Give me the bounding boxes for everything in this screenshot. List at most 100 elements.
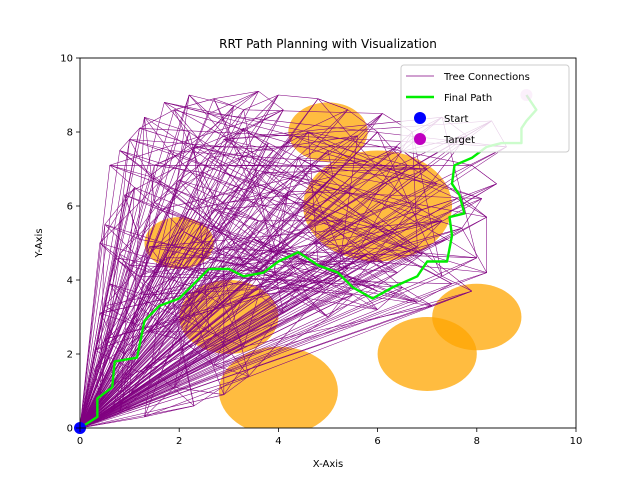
tree-edge-385 [213,346,244,366]
tree-edge-411 [119,187,135,414]
tree-edge-39 [80,224,106,428]
tree-edge-363 [109,261,269,414]
tree-edge-478 [213,91,259,99]
tree-edge-234 [258,294,284,314]
tree-edge-451 [437,183,482,199]
tree-edge-404 [164,257,195,406]
x-tick-label-2: 4 [275,436,281,447]
tree-edge-185 [471,165,497,185]
tree-edge-237 [258,287,324,296]
tree-edge-416 [149,246,205,259]
tree-edge-239 [80,305,225,428]
tree-edge-439 [303,202,453,284]
legend-label-target: Target [443,135,475,146]
tree-edge-436 [203,172,418,303]
tree-edge-486 [119,128,140,151]
tree-edge-279 [308,131,388,185]
tree-edge-403 [80,405,195,428]
tree-edge-195 [407,202,487,218]
tree-edge-320 [263,168,428,173]
tree-connections [80,91,507,428]
legend-swatch-start [414,112,426,124]
tree-edge-380 [193,146,210,332]
tree-edge-399 [144,387,175,418]
tree-edge-502 [159,142,269,377]
tree-edge-438 [80,283,453,428]
tree-edge-335 [178,135,294,340]
tree-edge-448 [461,198,482,229]
tree-edge-189 [456,183,497,199]
tree-edge-525 [342,250,383,262]
tree-edge-522 [80,261,383,428]
tree-edge-142 [313,242,477,259]
tree-edge-424 [80,287,299,428]
tree-edge-511 [352,187,408,203]
tree-edge-461 [139,131,378,373]
tree-edge-546 [139,261,175,277]
tree-edge-409 [119,375,160,414]
tree-edge-80 [188,94,210,114]
tree-edge-454 [313,183,438,244]
tree-edge-56 [109,165,150,177]
tree-edge-231 [283,298,309,314]
tree-edge-205 [377,131,443,277]
tree-edge-102 [80,172,205,428]
tree-edge-513 [174,202,408,262]
tree-edge-347 [80,242,101,428]
tree-edge-437 [417,283,453,303]
tree-edge-465 [317,98,348,111]
x-tick-label-1: 2 [176,436,182,447]
tree-edge-42 [104,224,140,240]
tree-edge-139 [347,165,408,270]
legend: Tree Connections Final Path Start Target [400,64,570,153]
tree-edge-197 [80,239,448,428]
tree-edge-405 [193,272,398,407]
tree-edge-382 [80,346,244,428]
tree-edge-534 [184,231,274,277]
tree-edge-249 [80,283,145,428]
legend-box [400,64,570,153]
tree-edge-462 [347,109,378,133]
tree-edge-276 [273,131,309,151]
tree-edge-328 [298,157,368,162]
tree-edge-90 [149,91,259,177]
tree-edge-220 [352,294,378,310]
tree-edge-119 [223,246,269,262]
tree-edge-315 [387,183,423,210]
tree-edge-506 [313,165,438,185]
tree-edge-509 [228,165,353,188]
tree-edge-87 [233,91,259,107]
x-tick-label-5: 10 [570,436,583,447]
tree-edge-24 [109,283,135,325]
tree-edge-225 [80,316,329,428]
tree-edge-543 [80,261,175,428]
tree-edge-294 [278,253,319,266]
tree-edge-548 [139,276,453,284]
tree-edge-500 [228,142,269,166]
tree-edge-262 [154,179,180,203]
tree-edge-204 [80,276,443,428]
legend-label-tree: Tree Connections [443,72,530,83]
tree-edge-84 [189,94,234,107]
tree-edge-318 [387,168,428,185]
tree-edge-70 [144,116,190,133]
tree-edge-290 [253,239,279,255]
tree-edge-547 [80,276,140,428]
tree-edge-455 [407,165,438,185]
tree-edge-342 [144,209,190,295]
tree-edge-524 [188,131,383,262]
tree-edge-334 [293,109,348,136]
legend-swatch-target [414,133,426,145]
tree-edge-555 [104,261,309,307]
tree-edge-539 [208,257,239,277]
tree-edge-150 [303,176,334,203]
tree-edge-456 [80,165,408,428]
tree-edge-71 [80,131,190,428]
tree-edge-493 [154,146,195,166]
x-tick-label-0: 0 [77,436,83,447]
tree-edge-466 [80,98,319,428]
tree-edge-343 [134,187,190,210]
tree-edge-490 [119,150,155,166]
tree-edge-27 [109,187,135,284]
tree-edge-35 [119,253,155,273]
